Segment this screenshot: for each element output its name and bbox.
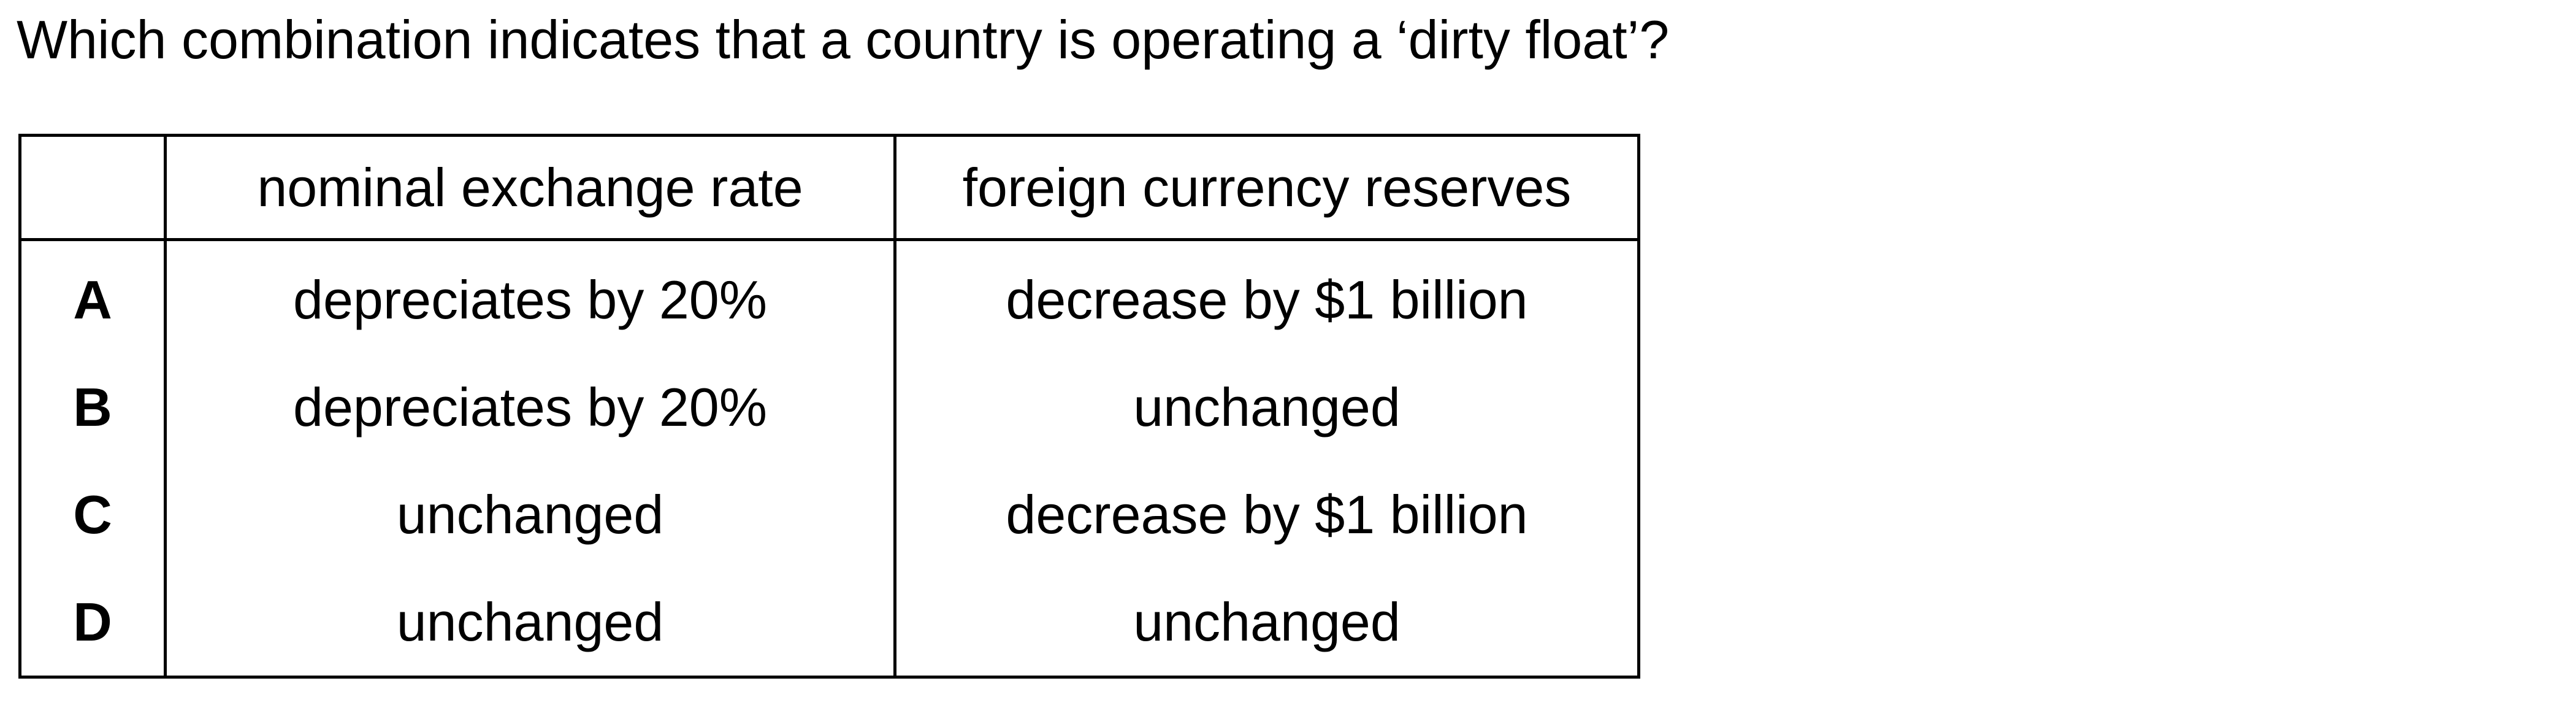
option-letter: C <box>18 461 167 568</box>
header-foreign-currency-reserves: foreign currency reserves <box>893 134 1640 241</box>
answer-options-table: nominal exchange rate foreign currency r… <box>18 134 1640 679</box>
table-row: D unchanged unchanged <box>18 568 1640 679</box>
reserves-cell: decrease by $1 billion <box>893 461 1640 568</box>
reserves-cell: unchanged <box>893 353 1640 461</box>
reserves-cell: decrease by $1 billion <box>893 239 1640 353</box>
reserves-cell: unchanged <box>893 568 1640 679</box>
header-letter-column <box>18 134 167 241</box>
table-row: A depreciates by 20% decrease by $1 bill… <box>18 239 1640 353</box>
option-letter: B <box>18 353 167 461</box>
table-header-row: nominal exchange rate foreign currency r… <box>18 134 1640 241</box>
exchange-rate-cell: unchanged <box>164 461 896 568</box>
exchange-rate-cell: unchanged <box>164 568 896 679</box>
question-text: Which combination indicates that a count… <box>17 9 1670 70</box>
exchange-rate-cell: depreciates by 20% <box>164 239 896 353</box>
table-row: C unchanged decrease by $1 billion <box>18 461 1640 568</box>
option-letter: D <box>18 568 167 679</box>
header-nominal-exchange-rate: nominal exchange rate <box>164 134 896 241</box>
exchange-rate-cell: depreciates by 20% <box>164 353 896 461</box>
table-row: B depreciates by 20% unchanged <box>18 353 1640 461</box>
option-letter: A <box>18 239 167 353</box>
